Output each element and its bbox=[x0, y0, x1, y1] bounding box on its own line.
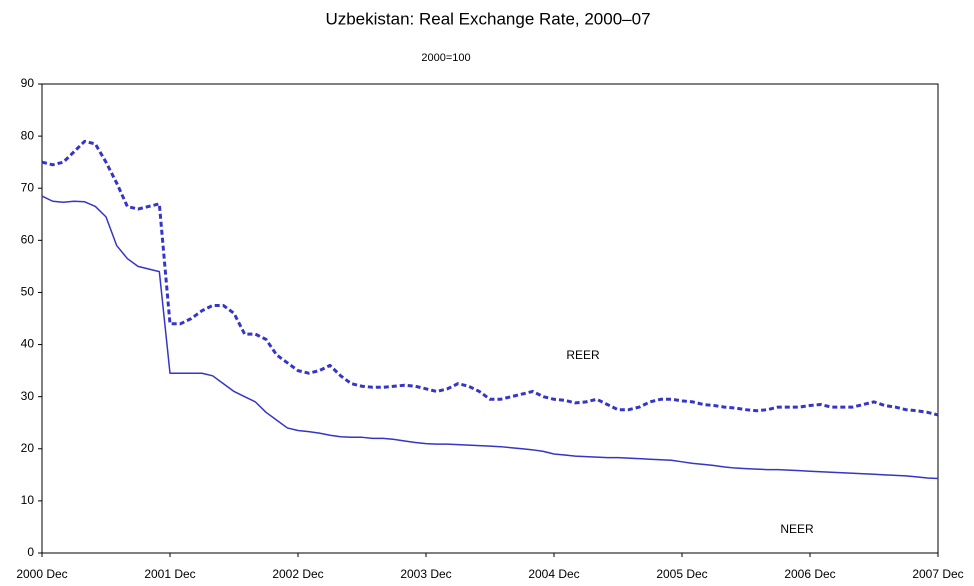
line-series bbox=[41, 139, 939, 417]
x-tick-label: 2005 Dec bbox=[656, 567, 707, 581]
y-tick-label: 40 bbox=[21, 337, 35, 351]
y-tick-label: 80 bbox=[21, 128, 35, 142]
x-tick-label: 2007 Dec bbox=[912, 567, 963, 581]
x-tick-label: 2003 Dec bbox=[400, 567, 451, 581]
y-tick-label: 90 bbox=[21, 76, 35, 90]
y-tick-label: 0 bbox=[27, 545, 34, 559]
x-tick-label: 2001 Dec bbox=[144, 567, 195, 581]
y-tick-label: 20 bbox=[21, 441, 35, 455]
line-series bbox=[41, 195, 939, 480]
chart-subtitle: 2000=100 bbox=[421, 52, 470, 64]
y-tick-label: 50 bbox=[21, 285, 35, 299]
y-tick-label: 60 bbox=[21, 233, 35, 247]
x-tick-label: 2004 Dec bbox=[528, 567, 579, 581]
series-label: REER bbox=[566, 348, 600, 362]
chart-title: Uzbekistan: Real Exchange Rate, 2000–07 bbox=[325, 9, 650, 28]
plot-frame bbox=[41, 83, 939, 554]
series-label: NEER bbox=[780, 522, 814, 536]
x-tick-label: 2002 Dec bbox=[272, 567, 323, 581]
y-tick-label: 30 bbox=[21, 389, 35, 403]
y-tick-label: 10 bbox=[21, 493, 35, 507]
x-tick-label: 2006 Dec bbox=[784, 567, 835, 581]
y-tick-label: 70 bbox=[21, 180, 35, 194]
x-tick-label: 2000 Dec bbox=[16, 567, 67, 581]
